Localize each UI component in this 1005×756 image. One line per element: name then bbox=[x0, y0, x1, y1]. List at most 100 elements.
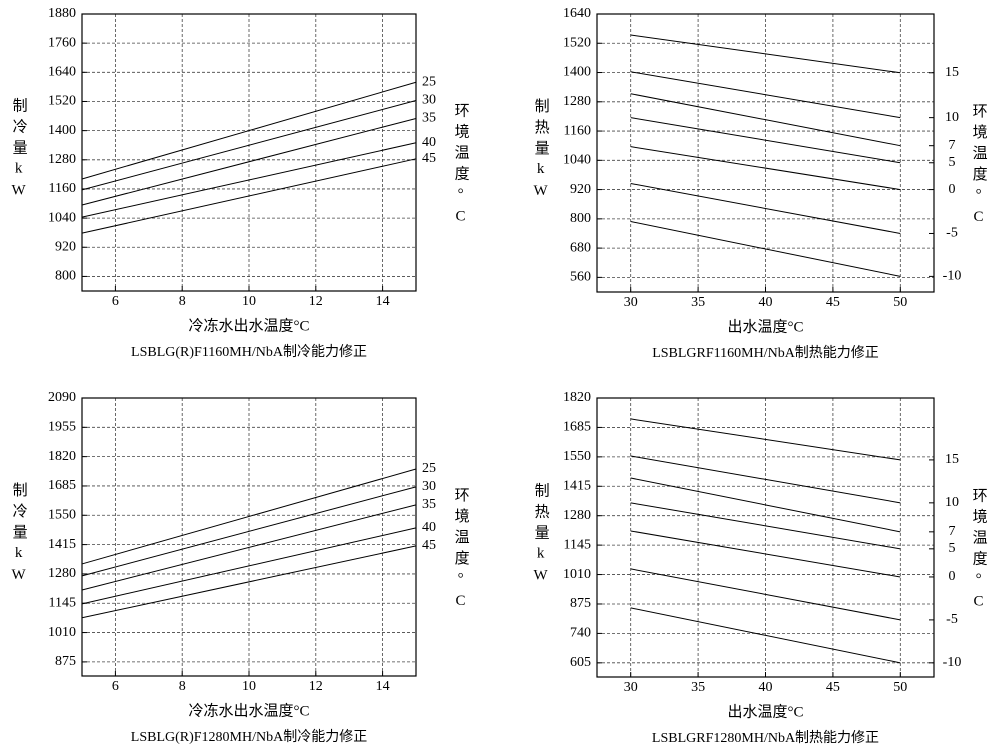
series-label: 0 bbox=[949, 569, 956, 584]
series-line bbox=[81, 527, 417, 605]
y-tick-label: 1280 bbox=[48, 566, 76, 581]
y-tick-label: 1640 bbox=[48, 65, 76, 80]
series-line bbox=[81, 504, 417, 591]
y-tick-label: 1520 bbox=[563, 35, 591, 50]
x-axis-title: 出水温度°C bbox=[727, 318, 803, 335]
y-tick-label: 1955 bbox=[48, 420, 76, 435]
y-tick-label: 1820 bbox=[563, 390, 591, 405]
x-tick-label: 10 bbox=[242, 294, 256, 309]
plot-frame bbox=[596, 397, 935, 678]
y-tick-label: 680 bbox=[570, 240, 591, 255]
x-axis-title: 冷冻水出水温度°C bbox=[188, 316, 309, 334]
caption: LSBLGRF1160MH/NbA制热能力修正 bbox=[652, 345, 879, 361]
y-axis-title: 制冷量kW bbox=[11, 482, 28, 589]
series-label: 40 bbox=[422, 520, 436, 535]
series-label: 45 bbox=[422, 538, 436, 553]
x-tick-label: 35 bbox=[691, 295, 705, 310]
y-tick-label: 875 bbox=[55, 654, 76, 669]
x-tick-label: 30 bbox=[624, 680, 638, 695]
y-tick-label: 2090 bbox=[48, 390, 76, 405]
right-axis-title: 环境温度°C bbox=[971, 488, 988, 616]
series-line bbox=[630, 502, 901, 550]
y-tick-label: 1160 bbox=[49, 181, 76, 196]
y-tick-label: 1550 bbox=[563, 449, 591, 464]
series-label: -10 bbox=[943, 655, 962, 670]
y-tick-label: 1280 bbox=[563, 508, 591, 523]
series-line bbox=[81, 142, 417, 218]
series-line bbox=[630, 117, 901, 164]
series-line bbox=[81, 468, 417, 565]
x-tick-label: 6 bbox=[112, 679, 119, 694]
series-line bbox=[630, 93, 901, 147]
y-axis-title: 制热量kW bbox=[533, 483, 550, 590]
y-tick-label: 800 bbox=[570, 211, 591, 226]
series-line bbox=[630, 418, 901, 461]
y-tick-label: 1280 bbox=[563, 94, 591, 109]
plot-frame bbox=[596, 13, 935, 293]
x-axis-title: 出水温度°C bbox=[727, 703, 803, 720]
x-tick-label: 45 bbox=[826, 680, 840, 695]
y-tick-label: 1550 bbox=[48, 508, 76, 523]
y-tick-label: 605 bbox=[570, 655, 591, 670]
y-tick-label: 1010 bbox=[563, 567, 591, 582]
series-label: 7 bbox=[949, 138, 956, 153]
y-tick-label: 1280 bbox=[48, 152, 76, 167]
series-line bbox=[630, 221, 901, 277]
y-axis-title: 制冷量kW bbox=[11, 98, 28, 205]
y-tick-label: 1400 bbox=[48, 123, 76, 138]
y-tick-label: 920 bbox=[570, 182, 591, 197]
series-line bbox=[630, 568, 901, 621]
series-label: 15 bbox=[945, 65, 959, 80]
series-line bbox=[630, 607, 901, 664]
y-tick-label: 1880 bbox=[48, 6, 76, 21]
y-tick-label: 1685 bbox=[563, 420, 591, 435]
series-line bbox=[630, 477, 901, 533]
series-line bbox=[630, 455, 901, 504]
x-tick-label: 40 bbox=[759, 680, 773, 695]
series-label: -10 bbox=[943, 269, 962, 284]
series-label: 5 bbox=[949, 155, 956, 170]
caption: LSBLG(R)F1160MH/NbA制冷能力修正 bbox=[131, 344, 367, 360]
right-axis-title: 环境温度°C bbox=[453, 103, 470, 231]
x-tick-label: 8 bbox=[179, 679, 186, 694]
y-tick-label: 740 bbox=[570, 626, 591, 641]
y-tick-label: 1820 bbox=[48, 449, 76, 464]
series-line bbox=[81, 158, 417, 234]
series-line bbox=[630, 71, 901, 119]
y-tick-label: 1160 bbox=[564, 123, 591, 138]
y-tick-label: 1640 bbox=[563, 6, 591, 21]
series-label: 7 bbox=[949, 524, 956, 539]
x-tick-label: 35 bbox=[691, 680, 705, 695]
series-line bbox=[81, 486, 417, 577]
x-axis-title: 冷冻水出水温度°C bbox=[188, 701, 309, 719]
y-tick-label: 1760 bbox=[48, 35, 76, 50]
y-tick-label: 1010 bbox=[48, 625, 76, 640]
y-tick-label: 1400 bbox=[563, 65, 591, 80]
series-line bbox=[630, 146, 901, 191]
series-label: 25 bbox=[422, 461, 436, 476]
y-tick-label: 1040 bbox=[48, 210, 76, 225]
y-tick-label: 800 bbox=[55, 269, 76, 284]
plot-frame bbox=[81, 13, 417, 292]
x-tick-label: 50 bbox=[893, 295, 907, 310]
series-line bbox=[81, 545, 417, 619]
x-tick-label: 50 bbox=[893, 680, 907, 695]
x-tick-label: 12 bbox=[309, 679, 323, 694]
y-tick-label: 1415 bbox=[48, 537, 76, 552]
x-tick-label: 14 bbox=[376, 679, 390, 694]
right-axis-title: 环境温度°C bbox=[971, 103, 988, 231]
series-label: 30 bbox=[422, 93, 436, 108]
series-label: 40 bbox=[422, 135, 436, 150]
series-label: 10 bbox=[945, 110, 959, 125]
series-label: 45 bbox=[422, 151, 436, 166]
y-tick-label: 875 bbox=[570, 596, 591, 611]
x-tick-label: 45 bbox=[826, 295, 840, 310]
x-tick-label: 40 bbox=[759, 295, 773, 310]
y-tick-label: 1520 bbox=[48, 94, 76, 109]
x-tick-label: 14 bbox=[376, 294, 390, 309]
series-label: 5 bbox=[949, 541, 956, 556]
series-label: 10 bbox=[945, 495, 959, 510]
series-label: 35 bbox=[422, 497, 436, 512]
series-line bbox=[630, 182, 901, 234]
right-axis-title: 环境温度°C bbox=[453, 487, 470, 615]
